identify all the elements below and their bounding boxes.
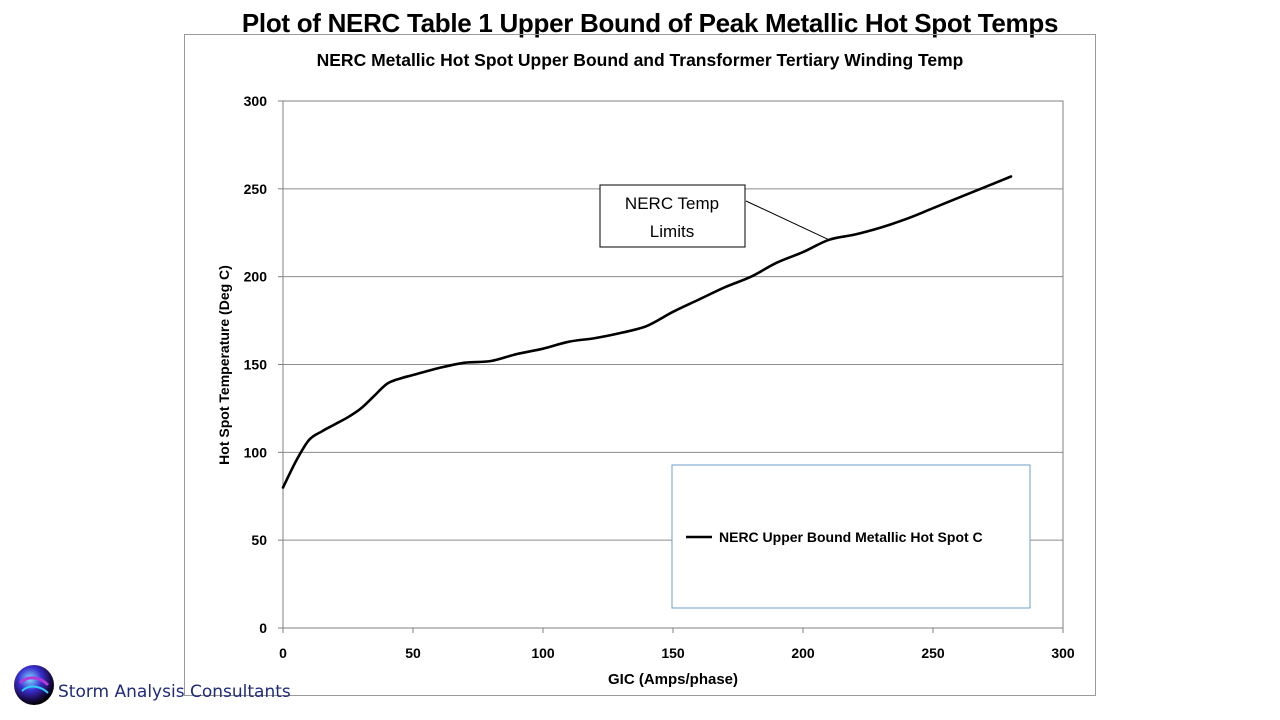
y-tick-label: 100 (244, 444, 268, 460)
y-tick-label: 300 (244, 93, 268, 109)
legend-box (671, 464, 1031, 609)
x-tick-label: 0 (279, 645, 287, 661)
y-tick-label: 250 (244, 181, 268, 197)
y-tick-label: 150 (244, 357, 268, 373)
y-axis-label: Hot Spot Temperature (Deg C) (216, 265, 232, 465)
chart-title: NERC Metallic Hot Spot Upper Bound and T… (317, 50, 964, 70)
storm-globe-icon (14, 665, 54, 705)
y-tick-label: 50 (251, 532, 267, 548)
y-axis-ticks: 0 50 100 150 200 250 300 (244, 93, 283, 636)
x-tick-label: 50 (405, 645, 421, 661)
series-line-nerc-upper-bound (281, 175, 1013, 489)
annotation-leader-line (745, 200, 830, 241)
y-tick-label: 0 (259, 620, 267, 636)
company-name: Storm Analysis Consultants (58, 682, 291, 702)
x-axis-ticks: 0 50 100 150 200 250 300 (279, 628, 1075, 661)
legend-label: NERC Upper Bound Metallic Hot Spot C (719, 529, 983, 545)
slide-title: Plot of NERC Table 1 Upper Bound of Peak… (241, 8, 1059, 38)
x-tick-label: 250 (921, 645, 945, 661)
y-tick-label: 200 (244, 269, 268, 285)
annotation-text-line2: Limits (650, 222, 694, 241)
x-tick-label: 150 (661, 645, 685, 661)
x-axis-label: GIC (Amps/phase) (608, 671, 738, 688)
chart-frame (184, 34, 1096, 696)
annotation-box (599, 184, 746, 248)
annotation-text-line1: NERC Temp (625, 194, 719, 213)
x-tick-label: 200 (791, 645, 815, 661)
x-tick-label: 100 (531, 645, 555, 661)
x-tick-label: 300 (1051, 645, 1075, 661)
